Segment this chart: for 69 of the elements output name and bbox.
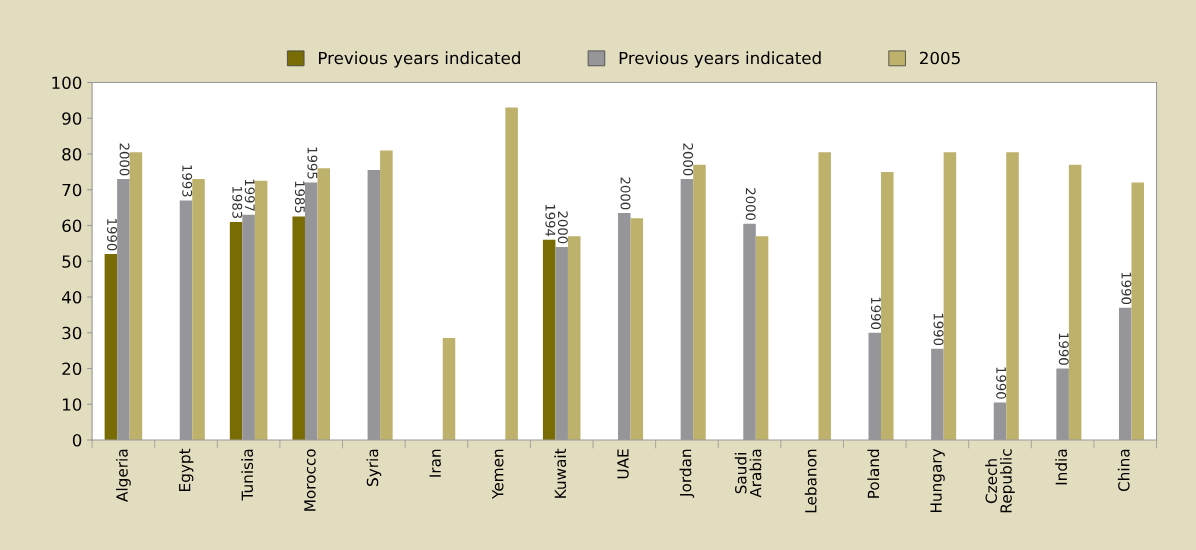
- bar: [693, 164, 706, 440]
- y-tick-label: 40: [61, 290, 82, 304]
- annotation: 2000: [557, 211, 568, 244]
- x-tick-label: China: [1117, 449, 1130, 492]
- x-tick-label: Iran: [429, 449, 441, 477]
- annotation: 2000: [119, 143, 130, 176]
- annotation: 1990: [1121, 272, 1132, 304]
- y-tick-label: 70: [62, 183, 82, 197]
- x-tick-label: Hungary: [930, 448, 945, 513]
- y-tick-label: 0: [72, 433, 82, 447]
- annotation: 1993: [182, 165, 193, 197]
- y-tick-label: 10: [62, 398, 82, 411]
- x-tick-label: Poland: [867, 449, 880, 498]
- annotation: 1990: [1058, 333, 1069, 365]
- annotation: 1985: [294, 181, 305, 213]
- y-tick-label: 100: [52, 76, 82, 90]
- y-tick-label: 60: [62, 219, 82, 233]
- annotation: 1990: [933, 313, 944, 346]
- x-tick-label: Syria: [366, 449, 382, 486]
- annotation: 2000: [683, 143, 694, 176]
- bar: [1068, 164, 1082, 440]
- bar: [1006, 152, 1019, 440]
- legend-label: Previous years indicated: [319, 51, 520, 68]
- bar: [542, 239, 556, 440]
- annotation: 1995: [307, 147, 318, 179]
- bar: [567, 236, 581, 440]
- bar: [192, 179, 205, 440]
- bar: [630, 218, 644, 440]
- bar: [442, 338, 456, 440]
- legend-label: 2005: [920, 51, 960, 65]
- x-tick-label: Saudi Arabia: [734, 449, 762, 498]
- bar: [104, 254, 118, 440]
- x-tick-label: Lebanon: [804, 449, 817, 513]
- x-tick-label: Jordan: [679, 449, 695, 498]
- annotation: 2000: [745, 188, 756, 220]
- x-tick-label: Yemen: [492, 449, 504, 500]
- y-tick-label: 20: [62, 362, 82, 376]
- bar: [229, 221, 243, 440]
- annotation: 1990: [870, 297, 881, 330]
- bar: [505, 107, 518, 440]
- bar: [943, 152, 957, 440]
- annotation: 2000: [620, 177, 631, 210]
- x-tick-label: Morocco: [304, 449, 316, 511]
- y-tick-label: 30: [62, 326, 82, 340]
- legend-label: Previous years indicated: [619, 51, 821, 68]
- x-tick-label: Kuwait: [554, 448, 567, 498]
- x-tick-label: UAE: [617, 449, 629, 479]
- x-tick-label: Czech Republic: [985, 449, 1015, 513]
- y-tick-label: 50: [62, 255, 82, 268]
- x-tick-label: Algeria: [116, 449, 131, 502]
- x-tick-label: Egypt: [179, 448, 194, 491]
- annotation: 1990: [996, 367, 1007, 399]
- bar: [818, 152, 831, 440]
- x-tick-label: India: [1055, 449, 1068, 485]
- bar: [254, 180, 268, 440]
- bar: [1131, 182, 1145, 440]
- y-tick-label: 90: [62, 112, 82, 125]
- y-tick-label: 80: [62, 147, 82, 161]
- bar: [755, 236, 769, 440]
- bar: [292, 216, 305, 440]
- x-tick-label: Tunisia: [241, 449, 254, 501]
- annotation: 1990: [107, 219, 118, 251]
- annotation: 1983: [232, 186, 243, 219]
- bar: [317, 168, 331, 440]
- bar: [380, 150, 393, 440]
- annotation: 1997: [244, 179, 255, 211]
- annotation: 1994: [545, 204, 556, 237]
- bar: [129, 152, 143, 440]
- bar: [881, 171, 894, 440]
